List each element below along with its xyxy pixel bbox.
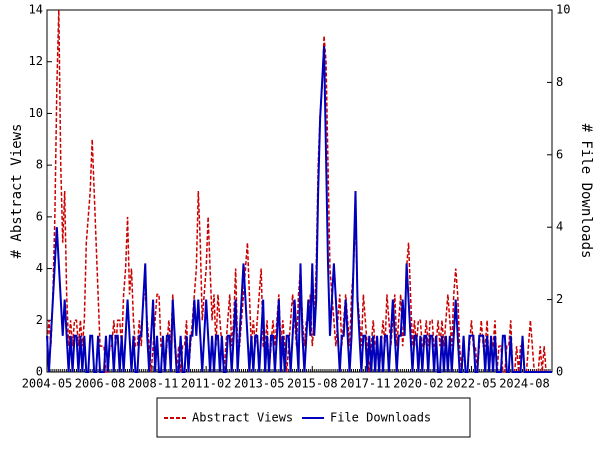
y-tick-label: 8	[36, 158, 43, 172]
x-tick-label: 2006-08	[75, 377, 126, 391]
y2-tick-label: 8	[556, 75, 563, 89]
x-tick-label: 2020-02	[393, 377, 444, 391]
y-tick-label: 14	[29, 3, 43, 17]
y-tick-label: 10	[29, 106, 43, 120]
x-tick-label: 2015-08	[287, 377, 338, 391]
y-axis-label: # Abstract Views	[9, 124, 25, 259]
y2-tick-label: 10	[556, 3, 570, 17]
x-tick-label: 2017-11	[340, 377, 391, 391]
x-tick-label: 2022-05	[446, 377, 497, 391]
x-tick-label: 2024-08	[499, 377, 550, 391]
legend	[156, 397, 471, 438]
y-tick-label: 4	[36, 261, 43, 275]
y2-tick-label: 6	[556, 147, 563, 161]
x-tick-label: 2008-11	[128, 377, 179, 391]
legend-label: Abstract Views	[192, 411, 293, 425]
y-tick-label: 0	[36, 365, 43, 379]
series-line	[46, 46, 552, 373]
legend-label: File Downloads	[330, 411, 431, 425]
y2-tick-label: 4	[556, 220, 563, 234]
x-tick-label: 2011-02	[181, 377, 232, 391]
y-tick-label: 12	[29, 54, 43, 68]
x-tick-label: 2004-05	[22, 377, 73, 391]
y2-axis-label: # File Downloads	[578, 124, 594, 259]
y2-tick-label: 2	[556, 292, 563, 306]
x-tick-label: 2013-05	[234, 377, 285, 391]
y-tick-label: 6	[36, 209, 43, 223]
y-tick-label: 2	[36, 313, 43, 327]
y2-tick-label: 0	[556, 365, 563, 379]
